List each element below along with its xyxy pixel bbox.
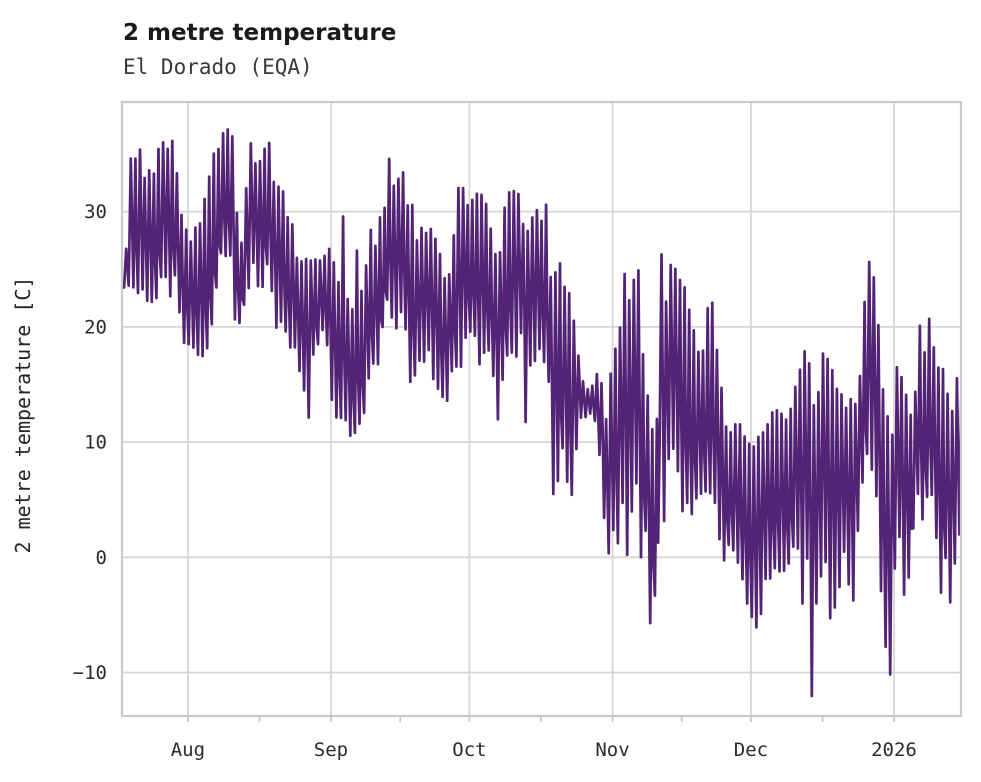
x-tick-labels: Aug Sep Oct Nov Dec 2026 (171, 739, 917, 761)
chart-subtitle: El Dorado (EQA) (123, 55, 313, 79)
temperature-line (122, 128, 961, 698)
temperature-line-series (122, 128, 961, 698)
y-axis-label: 2 metre temperature [C] (11, 277, 35, 554)
x-tick-label: Aug (171, 739, 205, 761)
y-tick-label: 0 (96, 547, 107, 569)
y-tick-label: −10 (73, 662, 107, 684)
y-tick-label: 20 (84, 316, 107, 338)
x-tick-label: Dec (734, 739, 768, 761)
plot-background (122, 102, 961, 716)
x-tick-label: Nov (595, 739, 629, 761)
x-tick-label: Sep (314, 739, 348, 761)
y-tick-labels: 30 20 10 0 −10 (73, 201, 107, 684)
plot-border (120, 100, 963, 718)
x-tick-label: 2026 (871, 739, 917, 761)
y-tick-label: 30 (84, 201, 107, 223)
chart-title: 2 metre temperature (123, 20, 396, 46)
y-tick-label: 10 (84, 432, 107, 454)
x-tick-label: Oct (452, 739, 486, 761)
